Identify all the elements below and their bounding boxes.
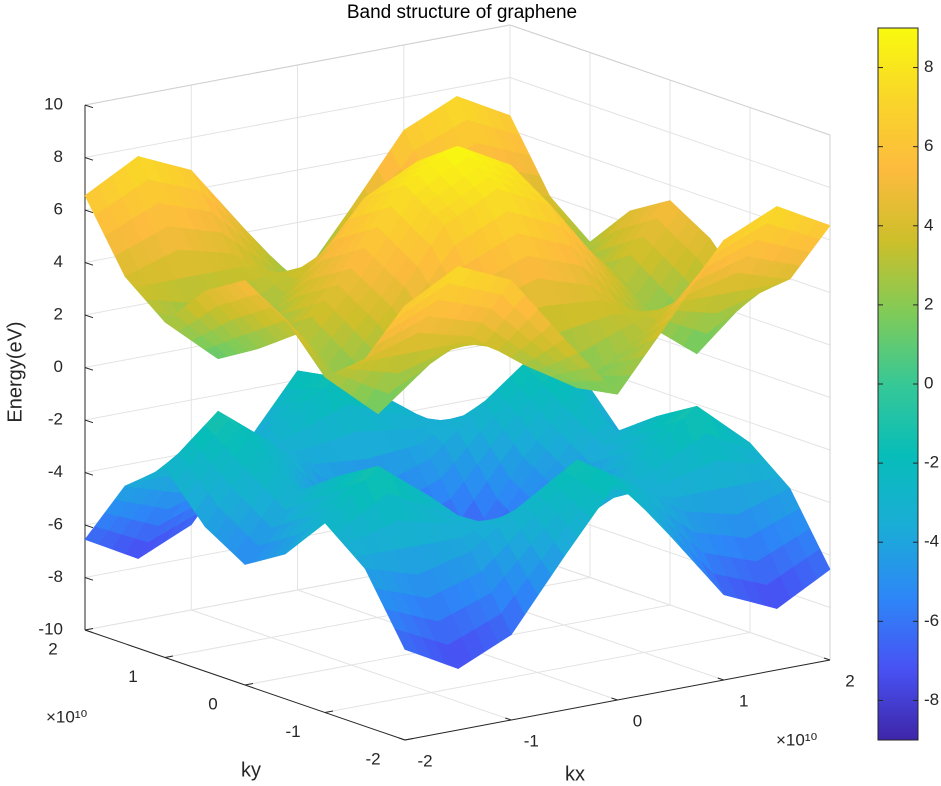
z-tick (84, 419, 94, 424)
y-tick (84, 628, 94, 631)
colorbar-tick-label: -6 (924, 611, 939, 630)
z-tick (84, 472, 94, 476)
z-tick (84, 367, 94, 371)
colorbar-tick-label: -4 (924, 532, 939, 551)
z-tick-label: 0 (54, 357, 63, 376)
x-tick-label: -2 (417, 751, 432, 770)
grid-line (509, 549, 831, 661)
y-tick (244, 683, 254, 686)
z-tick-label: -8 (48, 567, 63, 586)
x-exponent: ×10¹⁰ (776, 730, 817, 749)
x-axis-label: kx (565, 763, 585, 785)
colorbar-tick-label: 4 (924, 215, 933, 234)
colorbar-tick-label: 8 (924, 57, 933, 76)
y-tick-label: 0 (208, 694, 217, 713)
z-tick (84, 577, 94, 581)
z-tick-label: 10 (44, 94, 63, 113)
z-tick-label: -4 (48, 462, 63, 481)
z-tick (84, 104, 94, 109)
surface (84, 96, 831, 669)
y-exponent: ×10¹⁰ (46, 707, 87, 726)
box-edge (509, 24, 831, 136)
z-axis-label: Energy(eV) (4, 321, 26, 422)
z-tick-label: 2 (54, 304, 63, 323)
y-tick (324, 710, 334, 713)
x-tick-label: 0 (633, 711, 642, 730)
x-tick (505, 717, 512, 721)
colorbar-tick-label: 2 (924, 294, 933, 313)
z-tick-label: 8 (54, 147, 63, 166)
surface-patch (394, 628, 419, 655)
x-tick-label: -1 (524, 731, 539, 750)
x-tick (398, 737, 406, 741)
z-tick-label: -2 (48, 409, 63, 428)
y-tick-label: -2 (365, 749, 380, 768)
colorbar (877, 27, 919, 741)
z-tick-label: 4 (54, 252, 63, 271)
z-tick (84, 262, 94, 266)
x-tick (823, 657, 831, 661)
y-tick (404, 738, 414, 741)
z-tick (84, 524, 94, 529)
z-tick-label: -6 (48, 514, 63, 533)
y-tick-label: 2 (48, 639, 57, 658)
y-tick-label: -1 (285, 722, 300, 741)
box-edge (84, 24, 511, 106)
z-tick (84, 157, 94, 161)
x-tick-label: 2 (845, 671, 854, 690)
surface-patch (394, 295, 419, 320)
x-tick (611, 697, 618, 701)
grid-line (324, 632, 751, 713)
z-tick (84, 314, 94, 319)
z-tick-label: -10 (38, 619, 63, 638)
colorbar-tick-label: -8 (924, 690, 939, 709)
grid-line (84, 77, 511, 158)
x-tick-label: 1 (739, 691, 748, 710)
z-tick (84, 209, 94, 214)
y-tick (164, 655, 174, 658)
colorbar-tick-label: -2 (924, 453, 939, 472)
z-tick (84, 629, 94, 634)
grid-line (509, 77, 831, 188)
y-tick-label: 1 (128, 667, 137, 686)
chart-title: Band structure of graphene (347, 2, 577, 23)
y-axis-label: ky (241, 759, 261, 781)
z-tick-label: 6 (54, 199, 63, 218)
colorbar-tick-label: 6 (924, 136, 933, 155)
x-tick (717, 677, 724, 681)
colorbar-tick-label: 0 (924, 373, 933, 392)
